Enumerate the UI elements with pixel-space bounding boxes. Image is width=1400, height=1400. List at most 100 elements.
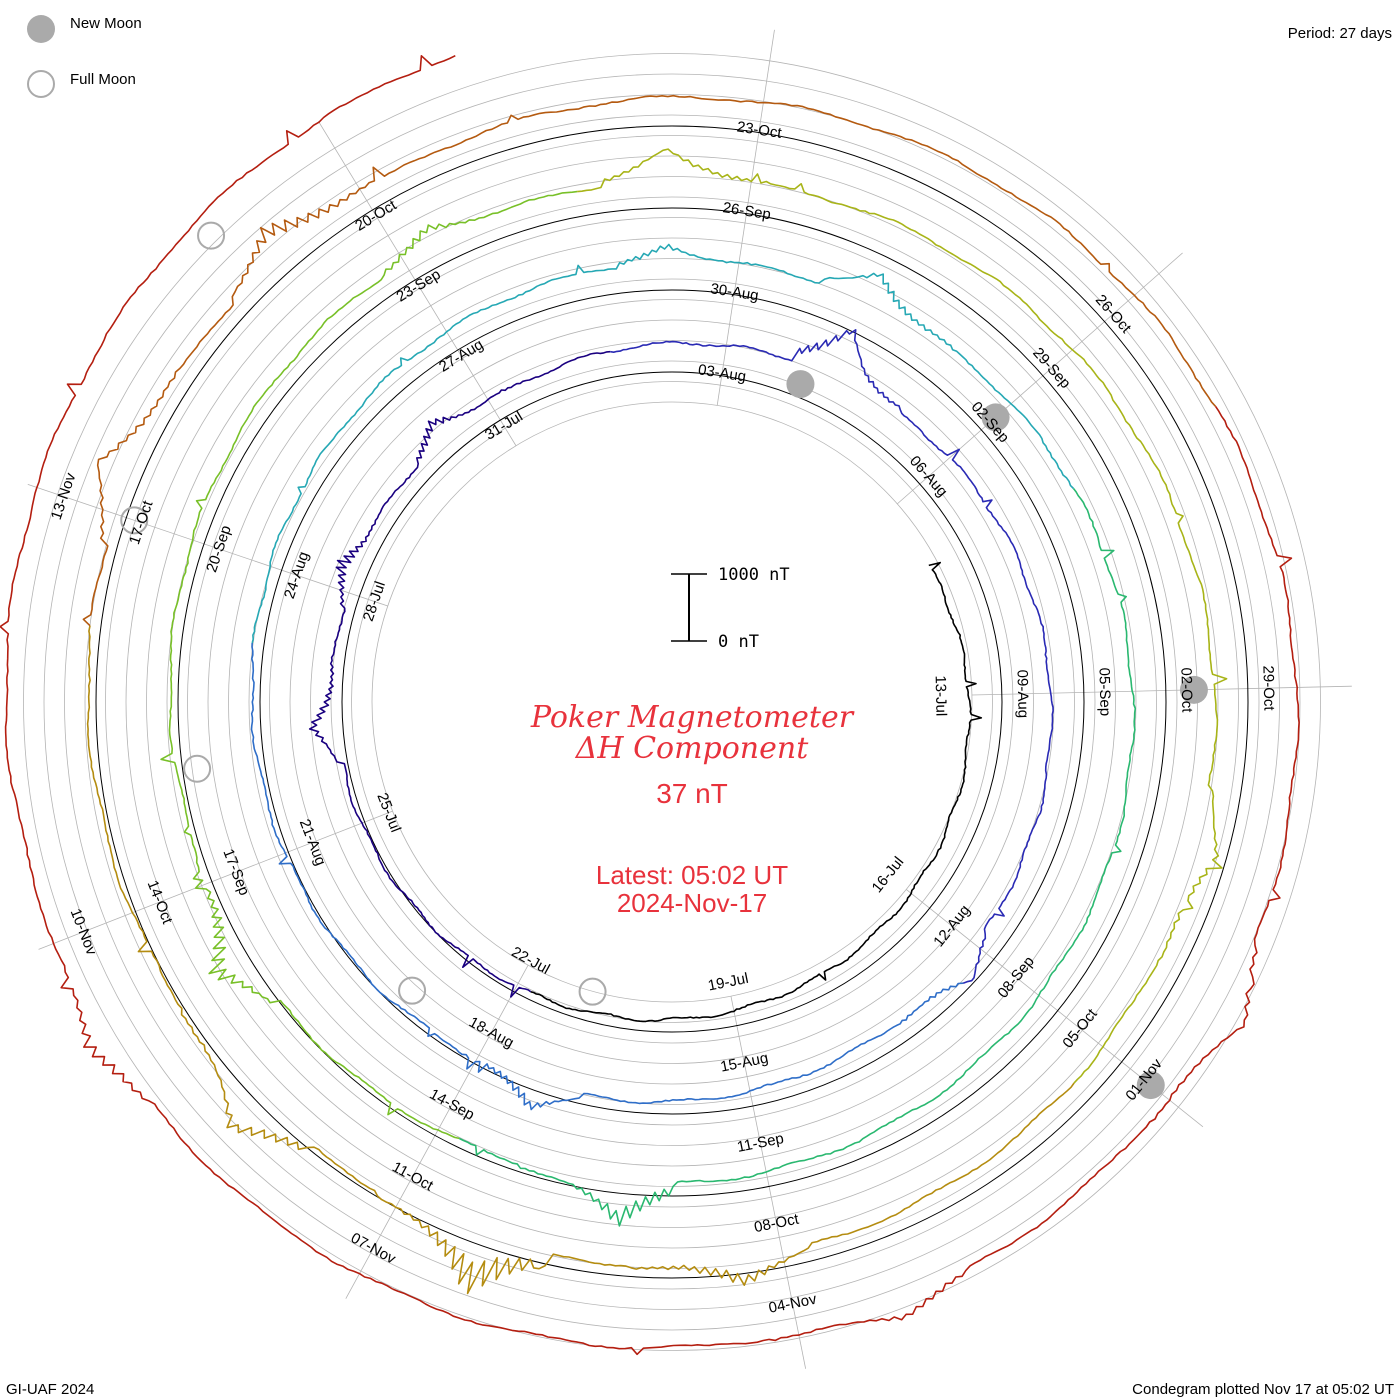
credit-label: GI-UAF 2024 [6, 1381, 94, 1398]
grid-ring [166, 196, 1178, 1208]
new-moon-marker [1179, 675, 1208, 704]
date-label: 20-Oct [352, 196, 400, 234]
date-label: 11-Oct [389, 1159, 436, 1195]
grid-ring [207, 237, 1137, 1167]
date-label: 22-Jul [509, 943, 553, 978]
grid-ring [105, 135, 1239, 1269]
radial-spoke [730, 996, 807, 1369]
grid-ring [351, 381, 993, 1023]
grid-ring [23, 53, 1321, 1351]
grid-ring [125, 155, 1219, 1249]
scale-bar-bottom-label: 0 nT [718, 632, 759, 652]
chart-title: Poker Magnetometer [530, 700, 855, 735]
trace-segment [82, 94, 1217, 627]
period-ring [177, 207, 1167, 1197]
new-moon-marker [786, 370, 815, 399]
grid-ring [228, 258, 1116, 1146]
date-label: 13-Nov [48, 470, 80, 522]
grid-ring [187, 217, 1157, 1187]
period-ring [341, 371, 1003, 1033]
date-label: 16-Jul [869, 854, 908, 897]
date-label: 30-Aug [709, 280, 759, 304]
new-moon-icon [27, 15, 55, 43]
grid-rings [23, 53, 1321, 1351]
date-label: 27-Aug [436, 336, 486, 376]
radial-spoke [971, 685, 1352, 696]
trace-segment [250, 642, 964, 1111]
date-label: 05-Oct [1059, 1005, 1101, 1051]
grid-ring [269, 299, 1075, 1105]
trace-segment [0, 54, 456, 1290]
full-moon-icon [27, 70, 55, 98]
grid-ring [310, 340, 1034, 1064]
period-label: Period: 27 days [1288, 25, 1392, 42]
date-label: 23-Sep [394, 266, 444, 306]
date-label: 03-Aug [697, 361, 747, 385]
radial-spoke [27, 483, 388, 607]
current-value: 37 nT [656, 778, 728, 809]
grid-ring [289, 319, 1055, 1085]
date-label: 09-Aug [1013, 670, 1031, 719]
date-label: 20-Sep [203, 523, 235, 574]
scale-bar-top-label: 1000 nT [718, 565, 790, 585]
latest-time: Latest: 05:02 UT [596, 860, 788, 890]
radial-spokes [27, 29, 1352, 1369]
trace-segment [392, 405, 1300, 1356]
date-label: 08-Sep [994, 953, 1038, 1001]
date-label: 11-Sep [736, 1130, 786, 1156]
grid-ring [64, 94, 1280, 1310]
date-label: 23-Oct [736, 118, 784, 142]
radial-spoke [716, 29, 775, 406]
data-traces [0, 54, 1300, 1356]
grid-ring [43, 73, 1301, 1331]
full-moon-marker [120, 506, 149, 535]
date-label: 14-Sep [427, 1086, 478, 1124]
date-label: 25-Jul [373, 790, 404, 834]
grid-ring [371, 401, 973, 1003]
full-moon-marker [398, 976, 427, 1005]
full-moon-marker [183, 754, 212, 783]
radial-spoke [38, 810, 393, 950]
date-label: 29-Oct [1259, 665, 1277, 711]
date-label: 15-Aug [719, 1050, 770, 1076]
grid-ring [84, 114, 1260, 1290]
date-label: 12-Aug [930, 902, 974, 950]
trace-segment [86, 625, 1075, 1295]
trace-segment [577, 148, 1228, 1084]
latest-date: 2024-Nov-17 [617, 888, 767, 918]
date-label: 02-Oct [1177, 667, 1195, 713]
date-label: 07-Nov [348, 1229, 399, 1267]
date-label: 04-Nov [767, 1291, 818, 1317]
date-label: 10-Nov [67, 906, 101, 958]
period-ring [259, 289, 1085, 1115]
plotted-label: Condegram plotted Nov 17 at 05:02 UT [1132, 1381, 1394, 1398]
moon-markers [120, 221, 1208, 1100]
radial-spoke [896, 252, 1183, 505]
chart-subtitle: ΔH Component [575, 731, 809, 766]
new-moon-marker [1136, 1071, 1165, 1100]
radial-spoke [345, 965, 529, 1299]
date-label: 31-Jul [482, 408, 526, 444]
trace-segment [530, 561, 983, 1023]
trace-segment [610, 328, 1054, 984]
date-label: 17-Sep [219, 847, 252, 898]
date-label: 13-Jul [932, 675, 950, 716]
date-label: 21-Aug [296, 817, 329, 868]
full-moon-marker [578, 977, 607, 1006]
grid-ring [248, 278, 1096, 1126]
moon-legend: New Moon Full Moon [27, 15, 142, 98]
trace-segment [160, 190, 578, 1140]
period-boundary-rings [95, 125, 1249, 1279]
period-ring [95, 125, 1249, 1279]
date-label: 14-Oct [144, 878, 176, 927]
new-moon-label: New Moon [70, 15, 142, 32]
date-label: 05-Sep [1095, 668, 1113, 717]
date-label: 24-Aug [281, 550, 313, 601]
full-moon-label: Full Moon [70, 71, 136, 88]
scale-bar: 1000 nT 0 nT [671, 565, 790, 652]
date-label: 08-Oct [753, 1210, 801, 1236]
date-label: 18-Aug [466, 1014, 517, 1052]
radial-spoke [318, 120, 517, 446]
